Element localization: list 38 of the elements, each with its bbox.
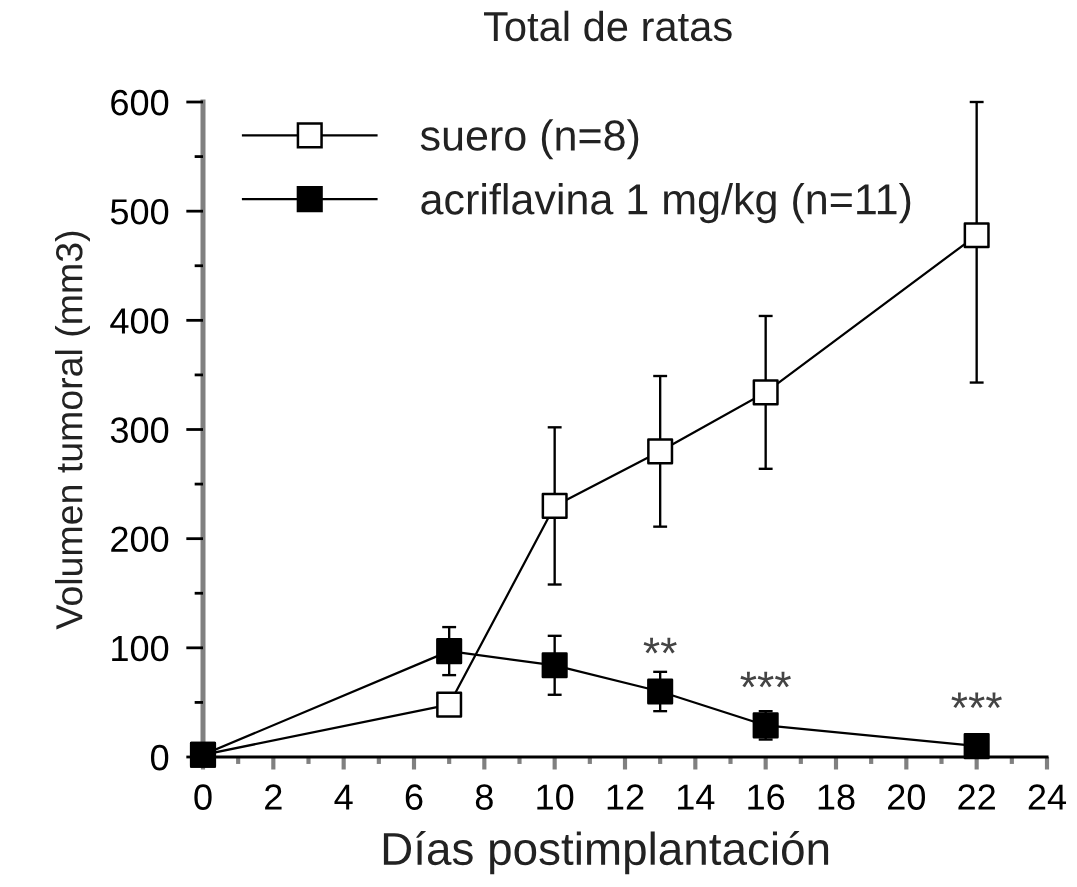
y-tick-label: 400: [110, 308, 169, 334]
legend-label: acriflavina 1 mg/kg (n=11): [421, 183, 911, 224]
y-tick-label: 200: [111, 526, 169, 553]
x-tick-label: 22: [958, 784, 995, 810]
point: [647, 438, 674, 465]
x-tick-label: 10: [537, 784, 574, 810]
legend-label: suero (n=8): [420, 119, 639, 160]
point: [963, 222, 990, 249]
point: [647, 678, 674, 705]
x-tick-label: 18: [818, 784, 855, 810]
x-tick-label: 8: [475, 784, 493, 810]
x-tick-label: 6: [405, 784, 423, 810]
point: [752, 379, 779, 406]
x-tick-label: 20: [888, 784, 926, 810]
y-tick-label: 0: [151, 744, 169, 771]
y-axis-title: Volumen tumoral (mm3): [55, 231, 90, 630]
annotation: ***: [740, 671, 791, 688]
x-tick-label: 16: [748, 784, 785, 810]
point: [436, 691, 463, 718]
y-tick-label: 600: [111, 89, 169, 116]
y-tick-label: 500: [110, 199, 169, 225]
point: [752, 712, 779, 739]
y-tick-label: 300: [110, 417, 169, 443]
point: [963, 733, 990, 760]
x-tick-label: 4: [334, 784, 353, 810]
x-tick-label: 14: [678, 784, 715, 810]
point: [541, 492, 568, 519]
point: [541, 652, 568, 679]
x-tick-label: 24: [1028, 784, 1067, 810]
x-tick-label: 0: [194, 784, 212, 810]
point: [436, 638, 463, 665]
y-tick-label: 100: [112, 635, 169, 662]
annotation: **: [643, 637, 677, 654]
annotation: ***: [951, 692, 1002, 708]
chart-title: Total de ratas: [484, 10, 732, 42]
x-tick-label: 12: [607, 784, 644, 810]
x-tick-label: 2: [265, 784, 282, 810]
x-axis-title: Días postimplantación: [383, 830, 829, 875]
